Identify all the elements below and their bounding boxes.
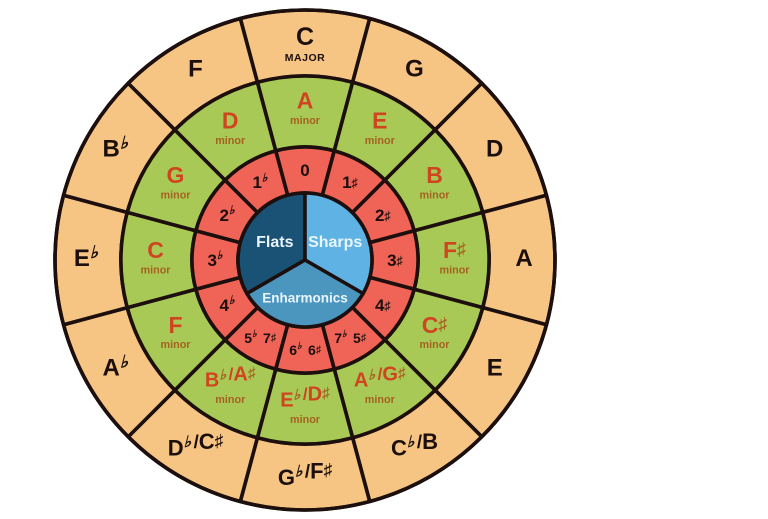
svg-text:minor: minor <box>365 135 396 147</box>
svg-text:E: E <box>487 355 503 382</box>
svg-text:minor: minor <box>215 135 246 147</box>
svg-text:G: G <box>167 162 185 188</box>
svg-text:F: F <box>188 56 203 83</box>
svg-text:minor: minor <box>420 339 451 351</box>
svg-text:minor: minor <box>290 414 321 426</box>
svg-text:7♯: 7♯ <box>263 330 277 346</box>
svg-text:E: E <box>372 108 387 134</box>
svg-text:C: C <box>296 23 314 51</box>
svg-text:D: D <box>486 136 503 163</box>
svg-text:Flats: Flats <box>256 234 293 251</box>
svg-text:C: C <box>147 237 164 263</box>
svg-text:G: G <box>405 56 424 83</box>
svg-text:minor: minor <box>141 264 172 276</box>
svg-text:D: D <box>222 108 239 134</box>
svg-text:F: F <box>168 312 182 338</box>
svg-text:minor: minor <box>290 115 321 127</box>
svg-text:MAJOR: MAJOR <box>285 52 325 64</box>
svg-text:minor: minor <box>420 190 451 202</box>
svg-text:minor: minor <box>365 394 396 406</box>
svg-text:Enharmonics: Enharmonics <box>262 290 348 305</box>
svg-text:Sharps: Sharps <box>308 234 362 251</box>
svg-text:2♯: 2♯ <box>375 206 391 225</box>
svg-text:6♯: 6♯ <box>308 342 322 358</box>
svg-text:minor: minor <box>161 339 192 351</box>
svg-text:minor: minor <box>440 264 471 276</box>
svg-text:5♯: 5♯ <box>353 330 367 346</box>
svg-text:A: A <box>297 88 314 114</box>
svg-text:1♯: 1♯ <box>342 173 358 192</box>
svg-text:minor: minor <box>215 394 246 406</box>
svg-text:4♯: 4♯ <box>375 296 391 315</box>
svg-text:0: 0 <box>300 161 309 180</box>
svg-text:B: B <box>426 162 443 188</box>
svg-text:3♯: 3♯ <box>387 251 403 270</box>
svg-text:minor: minor <box>161 190 192 202</box>
svg-text:A: A <box>515 245 532 272</box>
